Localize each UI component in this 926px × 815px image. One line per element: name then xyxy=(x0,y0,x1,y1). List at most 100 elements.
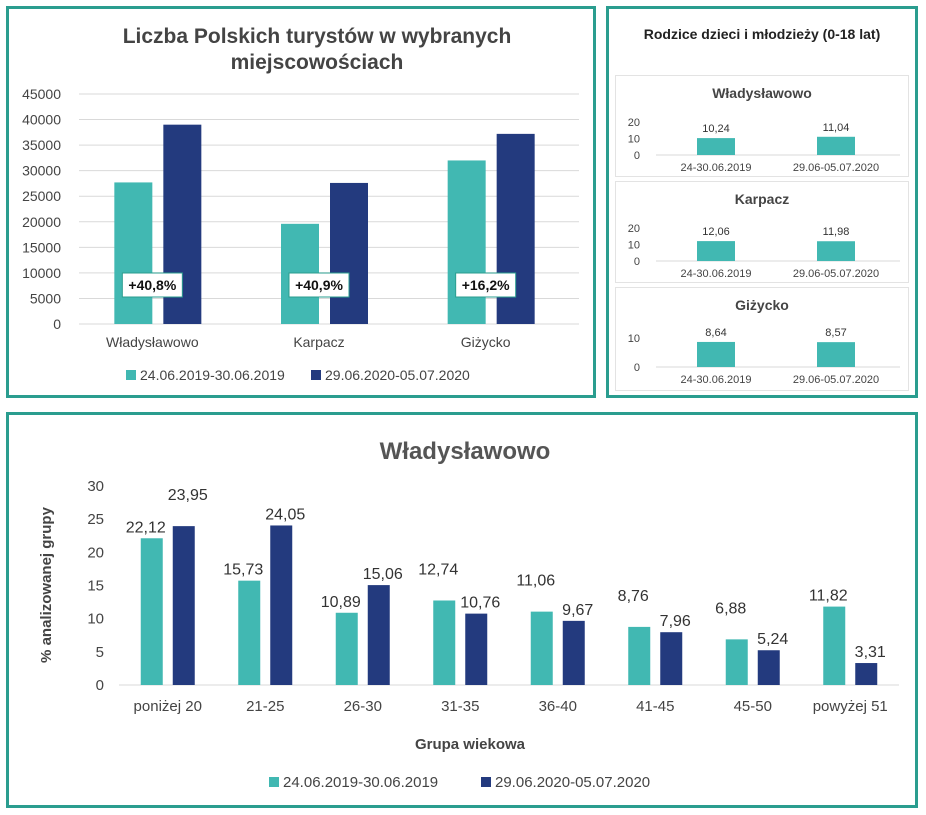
x-tick-label: Giżycko xyxy=(461,334,511,350)
y-tick-label: 40000 xyxy=(22,112,61,128)
age-chart-xlabel: Grupa wiekowa xyxy=(415,736,526,753)
bar-2020 xyxy=(757,650,780,685)
bar-2019 xyxy=(725,639,748,685)
bar-2019 xyxy=(238,580,261,685)
mini-bar xyxy=(697,341,735,367)
bar-2019 xyxy=(114,182,153,324)
mini-x-tick: 29.06-05.07.2020 xyxy=(793,268,879,280)
age-legend-swatch-2020 xyxy=(481,777,491,787)
y-tick-label: 15 xyxy=(87,578,104,595)
age-chart-ylabel: % analizowanej grupy xyxy=(38,506,55,663)
bar-2020 xyxy=(330,182,368,324)
y-tick-label: 15000 xyxy=(22,239,61,255)
mini-y-tick: 10 xyxy=(628,333,640,345)
bar-2020 xyxy=(172,526,195,685)
x-tick-label: Karpacz xyxy=(293,334,344,350)
x-tick-label: 21-25 xyxy=(246,698,284,715)
y-tick-label: 5 xyxy=(96,644,104,661)
y-tick-label: 20000 xyxy=(22,214,61,230)
bar-2019 xyxy=(628,626,651,685)
age-legend-label-2020: 29.06.2020-05.07.2020 xyxy=(495,774,650,791)
y-tick-label: 30 xyxy=(87,478,104,495)
mini-chart-title: Giżycko xyxy=(735,297,789,313)
y-tick-label: 10 xyxy=(87,611,104,628)
data-label-2019: 8,76 xyxy=(618,588,649,605)
data-label-2020: 9,67 xyxy=(562,602,593,619)
bar-2019 xyxy=(447,160,486,324)
age-groups-panel: Władysławowo % analizowanej grupy 30 25 20… xyxy=(6,412,918,808)
change-badge: +16,2% xyxy=(462,277,510,293)
chart-title-line2: miejscowościach xyxy=(231,51,404,74)
mini-data-label: 8,57 xyxy=(825,327,846,339)
data-label-2020: 3,31 xyxy=(855,644,886,661)
y-tick-label: 0 xyxy=(96,677,104,694)
change-badge: +40,9% xyxy=(295,277,343,293)
bar-2019 xyxy=(335,612,358,685)
x-tick-label: powyżej 51 xyxy=(813,698,888,715)
y-tick-label: 20 xyxy=(87,544,104,561)
y-tick-label: 0 xyxy=(53,316,61,332)
y-tick-label: 30000 xyxy=(22,163,61,179)
age-chart-title: Władysławowo xyxy=(380,438,551,465)
y-tick-label: 10000 xyxy=(22,265,61,281)
x-tick-label: 36-40 xyxy=(539,698,577,715)
data-label-2019: 11,82 xyxy=(809,588,848,605)
bar-2020 xyxy=(855,663,878,685)
mini-data-label: 10,24 xyxy=(702,123,730,135)
mini-bar xyxy=(817,241,855,261)
data-label-2019: 22,12 xyxy=(126,519,166,536)
mini-x-tick: 29.06-05.07.2020 xyxy=(793,374,879,386)
mini-y-tick: 0 xyxy=(634,150,640,162)
bar-2020 xyxy=(367,585,390,685)
mini-x-tick: 24-30.06.2019 xyxy=(681,374,752,386)
change-badge-box xyxy=(288,272,350,298)
mini-y-tick: 10 xyxy=(628,134,640,146)
data-label-2019: 11,06 xyxy=(516,573,555,590)
data-label-2020: 15,06 xyxy=(363,566,403,583)
mini-chart-title: Karpacz xyxy=(735,191,789,207)
data-label-2020: 23,95 xyxy=(168,487,208,504)
x-tick-label: 41-45 xyxy=(636,698,674,715)
data-label-2020: 10,76 xyxy=(460,595,500,612)
mini-data-label: 12,06 xyxy=(702,226,730,238)
mini-x-tick: 24-30.06.2019 xyxy=(681,162,752,174)
data-label-2020: 24,05 xyxy=(265,506,305,523)
y-tick-label: 5000 xyxy=(30,290,61,306)
data-label-2019: 12,74 xyxy=(418,561,458,578)
tourists-chart: Liczba Polskich turystów w wybranych mie… xyxy=(22,25,579,383)
bar-2020 xyxy=(465,613,488,685)
data-label-2019: 10,89 xyxy=(321,594,361,611)
mini-chart-gizycko: Giżycko 10 0 8,64 24-30.06.2019 8,57 29.06-05.… xyxy=(615,287,909,391)
mini-chart-title: Władysławowo xyxy=(712,85,812,101)
mini-chart-wladyslawowo: Władysławowo 20 10 0 10,24 24-30.06.2019 11,04… xyxy=(615,75,909,177)
bar-2019 xyxy=(433,600,456,685)
bar-2020 xyxy=(270,525,293,685)
age-legend-label-2019: 24.06.2019-30.06.2019 xyxy=(283,774,438,791)
mini-data-label: 8,64 xyxy=(705,327,726,339)
mini-chart-svg-karpacz: Karpacz 20 10 0 12,06 24-30.06.2019 11,98 29.06… xyxy=(628,191,900,280)
y-tick-label: 35000 xyxy=(22,137,61,153)
x-tick-label: 45-50 xyxy=(734,698,772,715)
legend-swatch-2019 xyxy=(126,370,136,380)
data-label-2020: 5,24 xyxy=(757,631,788,648)
mini-data-label: 11,04 xyxy=(823,122,850,134)
x-tick-label: poniżej 20 xyxy=(134,698,202,715)
bar-2019 xyxy=(530,611,553,685)
mini-y-tick: 10 xyxy=(628,240,640,252)
parents-panel: Rodzice dzieci i młodzieży (0-18 lat) Wł… xyxy=(606,6,918,398)
mini-y-tick: 20 xyxy=(628,117,640,129)
mini-chart-karpacz: Karpacz 20 10 0 12,06 24-30.06.2019 11,98 29.06… xyxy=(615,181,909,283)
legend-label-2019: 24.06.2019-30.06.2019 xyxy=(140,367,285,383)
y-tick-label: 45000 xyxy=(22,86,61,102)
x-tick-label: 31-35 xyxy=(441,698,479,715)
data-label-2019: 6,88 xyxy=(715,600,746,617)
data-label-2019: 15,73 xyxy=(223,562,263,579)
bar-2019 xyxy=(823,606,846,685)
parents-panel-title: Rodzice dzieci i młodzieży (0-18 lat) xyxy=(643,26,881,42)
data-label-2020: 7,96 xyxy=(660,613,691,630)
legend-label-2020: 29.06.2020-05.07.2020 xyxy=(325,367,470,383)
y-tick-label: 25000 xyxy=(22,188,61,204)
age-legend-swatch-2019 xyxy=(269,777,279,787)
tourists-chart-panel: Liczba Polskich turystów w wybranych mie… xyxy=(6,6,596,398)
x-tick-label: Władysławowo xyxy=(106,334,199,350)
